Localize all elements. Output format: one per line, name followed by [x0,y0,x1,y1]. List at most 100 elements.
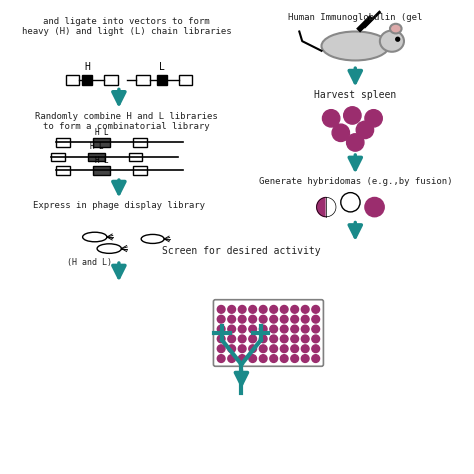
Circle shape [301,335,309,343]
Bar [133,138,147,147]
Circle shape [312,315,319,323]
Circle shape [332,124,349,141]
Circle shape [238,355,246,363]
Circle shape [365,198,384,217]
Circle shape [312,335,319,343]
Bar [157,75,167,84]
Circle shape [249,325,256,333]
FancyBboxPatch shape [213,300,323,366]
Circle shape [312,345,319,353]
Circle shape [217,355,225,363]
Circle shape [365,109,382,127]
Circle shape [259,306,267,313]
Circle shape [301,345,309,353]
Bar [93,166,110,175]
Circle shape [280,335,288,343]
Text: H: H [94,128,99,137]
Circle shape [280,355,288,363]
Bar [66,75,79,84]
Circle shape [238,306,246,313]
Circle shape [259,315,267,323]
Circle shape [356,121,374,138]
Circle shape [249,345,256,353]
Text: Harvest spleen: Harvest spleen [314,91,396,100]
Circle shape [217,315,225,323]
Ellipse shape [141,235,164,244]
Text: (H and L): (H and L) [67,258,112,267]
Bar [136,75,150,84]
Circle shape [280,325,288,333]
Bar [51,153,65,161]
Bar [179,75,192,84]
Circle shape [259,325,267,333]
Ellipse shape [82,232,107,242]
Circle shape [341,192,360,212]
Circle shape [228,306,236,313]
Circle shape [217,345,225,353]
Text: Randomly combine H and L libraries
to form a combinatorial library: Randomly combine H and L libraries to fo… [35,111,218,131]
Circle shape [259,355,267,363]
Circle shape [291,315,299,323]
Circle shape [238,315,246,323]
Circle shape [280,306,288,313]
Circle shape [249,315,256,323]
Circle shape [291,335,299,343]
Circle shape [217,335,225,343]
Circle shape [228,335,236,343]
Circle shape [312,306,319,313]
Bar [56,138,70,147]
Circle shape [238,335,246,343]
Text: L: L [98,142,103,151]
Circle shape [396,37,400,41]
Circle shape [312,325,319,333]
Bar [93,138,110,147]
Circle shape [238,345,246,353]
Ellipse shape [390,24,401,34]
Circle shape [259,335,267,343]
Text: Generate hybridomas (e.g.,by fusion): Generate hybridomas (e.g.,by fusion) [258,177,452,186]
Text: Express in phage display library: Express in phage display library [33,201,205,210]
Circle shape [291,355,299,363]
Circle shape [228,355,236,363]
Ellipse shape [97,244,121,253]
Bar [56,166,70,175]
Ellipse shape [380,30,404,52]
Circle shape [270,345,278,353]
Circle shape [301,325,309,333]
Circle shape [291,325,299,333]
Text: H: H [94,156,99,164]
Text: L: L [103,128,108,137]
Circle shape [301,355,309,363]
Circle shape [301,315,309,323]
Bar [104,75,118,84]
Polygon shape [317,198,326,217]
Text: Human Immunoglobulin (gel: Human Immunoglobulin (gel [288,13,422,22]
Circle shape [217,306,225,313]
Circle shape [249,335,256,343]
Circle shape [280,315,288,323]
Text: H: H [90,142,94,151]
Text: L: L [103,156,108,164]
Circle shape [259,345,267,353]
Ellipse shape [321,31,389,61]
Circle shape [270,355,278,363]
Circle shape [322,109,340,127]
Text: and ligate into vectors to form
heavy (H) and light (L) chain libraries: and ligate into vectors to form heavy (H… [22,17,231,36]
Text: Screen for desired activity: Screen for desired activity [162,246,321,255]
Circle shape [270,315,278,323]
Circle shape [301,306,309,313]
Circle shape [344,107,361,124]
Polygon shape [326,198,336,217]
Circle shape [238,325,246,333]
Circle shape [291,345,299,353]
Circle shape [228,325,236,333]
Bar [133,166,147,175]
Text: H: H [84,62,90,72]
Circle shape [217,325,225,333]
Circle shape [280,345,288,353]
Text: L: L [159,62,165,72]
Bar [128,153,142,161]
Bar [82,75,92,84]
Bar [88,153,105,161]
Circle shape [346,134,364,151]
